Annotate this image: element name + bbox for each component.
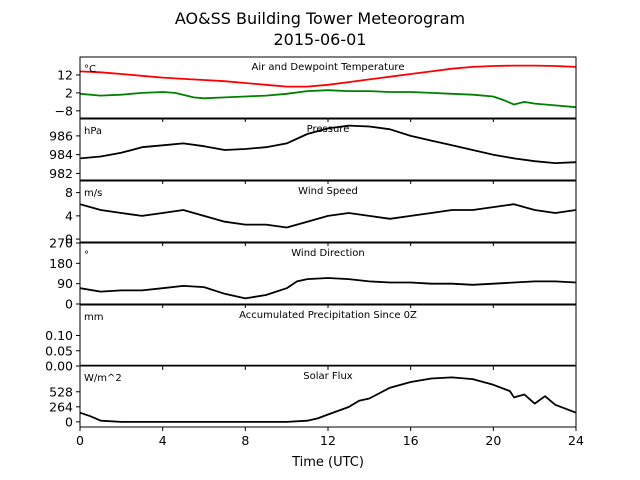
y-tick-label: 4 — [65, 208, 73, 223]
panel-unit-label: mm — [84, 312, 103, 323]
x-axis-label: Time (UTC) — [291, 455, 364, 470]
y-tick-label: 0 — [65, 297, 73, 312]
y-tick-label: 90 — [57, 276, 73, 291]
y-tick-label: 0.10 — [45, 328, 73, 343]
panel-title: Wind Speed — [298, 186, 358, 197]
panel-5: 0.000.050.10 mm Accumulated Precipitation … — [45, 304, 577, 374]
panel-title: Wind Direction — [291, 248, 365, 259]
y-tick-label: −8 — [55, 103, 73, 118]
panel-title: Air and Dewpoint Temperature — [252, 62, 405, 73]
y-tick-label: 0 — [65, 414, 73, 429]
y-tick-label: 8 — [65, 185, 73, 200]
series-line-dewpoint — [80, 89, 576, 109]
panel-title: Pressure — [307, 124, 350, 135]
panel-2: 982 984 986 hPa Pressure — [49, 118, 577, 184]
panel-unit-label: ° — [84, 250, 89, 261]
x-tick-label: 12 — [320, 433, 336, 448]
panel-1: −8 2 12 °C Air and Dewpoint Temperature — [55, 56, 577, 122]
y-tick-label: 982 — [49, 166, 73, 181]
series-line-wind_speed — [80, 203, 576, 229]
y-tick-label: 180 — [49, 256, 73, 271]
x-tick-label: 20 — [485, 433, 501, 448]
panel-3: 0 4 8 m/s Wind Speed — [65, 180, 577, 247]
panel-unit-label: W/m^2 — [84, 373, 122, 384]
y-tick-label: 986 — [49, 128, 73, 143]
panel-4: 0 90 180 270 ° Wind Direction — [49, 236, 577, 312]
figure-title-line1: AO&SS Building Tower Meteorogram — [175, 9, 465, 28]
y-tick-label: 2 — [65, 85, 73, 100]
series-line-pressure — [80, 124, 576, 165]
y-tick-label: 0.00 — [45, 359, 73, 374]
panel-unit-label: °C — [84, 64, 96, 75]
figure-title-line2: 2015-06-01 — [274, 30, 367, 49]
y-tick-label: 264 — [49, 399, 73, 414]
x-tick-label: 4 — [159, 433, 167, 448]
y-tick-label: 0.05 — [45, 343, 73, 358]
panel-unit-label: hPa — [84, 126, 102, 137]
x-tick-label: 8 — [241, 433, 249, 448]
x-tick-label: 0 — [76, 433, 84, 448]
y-tick-label: 12 — [57, 67, 73, 82]
panel-unit-label: m/s — [84, 188, 102, 199]
y-tick-label: 270 — [49, 236, 73, 251]
y-tick-label: 0 — [65, 232, 73, 247]
x-tick-label: 16 — [403, 433, 419, 448]
y-tick-label: 528 — [49, 384, 73, 399]
series-line-solar_flux — [80, 376, 576, 423]
x-tick-label: 24 — [568, 433, 584, 448]
panel-title: Accumulated Precipitation Since 0Z — [239, 310, 417, 321]
y-tick-label: 984 — [49, 147, 73, 162]
panel-title: Solar Flux — [303, 371, 353, 382]
series-line-air — [80, 64, 576, 88]
series-line-wind_direction — [80, 277, 576, 300]
